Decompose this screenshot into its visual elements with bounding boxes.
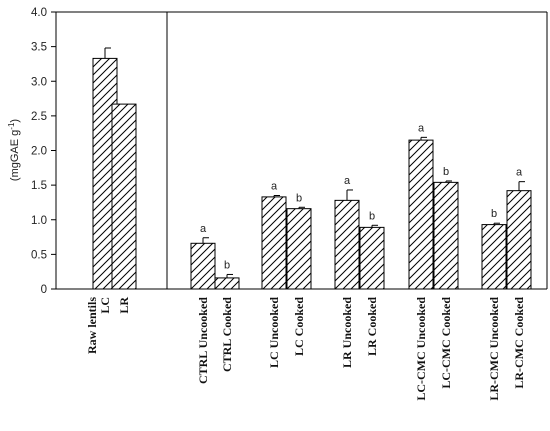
x-tick-label: LR Uncooked <box>340 297 354 368</box>
y-tick-label: 1.5 <box>31 180 47 192</box>
significance-letter: b <box>369 210 375 222</box>
bar <box>261 196 287 290</box>
significance-letter: b <box>491 208 497 220</box>
x-tick-label: CTRL Uncooked <box>196 297 210 384</box>
bar <box>408 139 434 290</box>
x-tick-label: LR <box>117 297 131 314</box>
bar <box>334 199 360 290</box>
significance-letter: a <box>200 223 207 235</box>
y-tick-label: 2.0 <box>31 146 47 158</box>
x-tick-label: LR-CMC Cooked <box>512 297 526 389</box>
axes: 0 0.5 1.0 1.5 2.0 2.5 3.0 3.5 4.0 <box>31 7 548 296</box>
bar <box>190 242 216 290</box>
y-tick-label: 4.0 <box>31 7 47 19</box>
x-tick-label: LC Uncooked <box>267 297 281 368</box>
significance-letter: b <box>224 259 230 271</box>
x-tick-label: LC Cooked <box>292 297 306 356</box>
x-tick-label: Raw lentils <box>85 297 99 354</box>
bar <box>214 277 240 290</box>
y-tick-label: 0.5 <box>31 249 47 261</box>
y-tick-label: 2.5 <box>31 111 47 123</box>
significance-letter: a <box>344 175 351 187</box>
bar <box>506 190 532 290</box>
y-tick-label: 1.0 <box>31 215 47 227</box>
bar <box>111 103 137 290</box>
y-tick-label: 3.0 <box>31 76 47 88</box>
bars: a b a b a b a b b a <box>92 47 532 290</box>
y-tick-label: 0 <box>41 284 47 296</box>
bar <box>359 226 385 290</box>
y-tick-label: 3.5 <box>31 42 47 54</box>
significance-letter: a <box>271 181 278 193</box>
significance-letter: b <box>443 166 449 178</box>
x-tick-label: CTRL Cooked <box>220 297 234 372</box>
x-tick-label: LC-CMC Uncooked <box>414 297 428 401</box>
x-tick-label: LR-CMC Uncooked <box>487 297 501 401</box>
bar <box>481 224 507 290</box>
bar <box>433 181 459 290</box>
category-labels: Raw lentils LC LR CTRL Uncooked CTRL Cooked L… <box>85 297 526 401</box>
x-tick-label: LC <box>98 297 112 314</box>
y-axis-title: (mgGAE g-1) <box>7 119 21 181</box>
x-tick-label: LC-CMC Cooked <box>439 297 453 389</box>
significance-letter: a <box>516 167 523 179</box>
significance-letter: b <box>296 192 302 204</box>
bar <box>286 208 312 290</box>
x-tick-label: LR Cooked <box>365 297 379 356</box>
significance-letter: a <box>418 122 425 134</box>
